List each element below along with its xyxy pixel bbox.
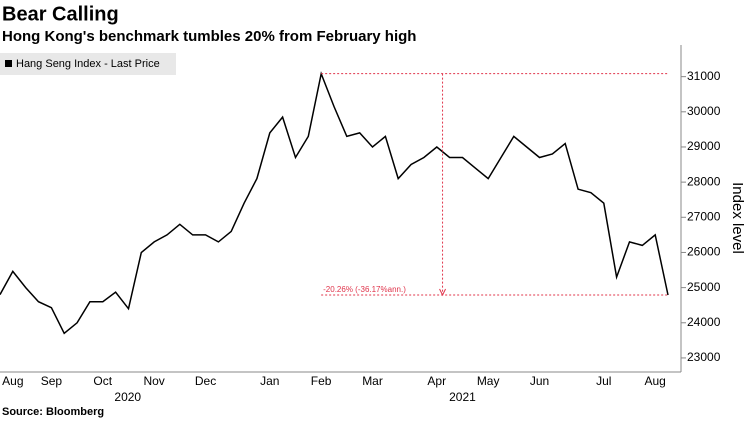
x-tick-label: May xyxy=(477,374,500,388)
x-tick-label: Aug xyxy=(644,374,665,388)
y-tick-label: 24000 xyxy=(687,315,721,329)
y-tick-label: 31000 xyxy=(687,69,721,83)
x-tick-label: Jun xyxy=(530,374,549,388)
x-tick-label: Mar xyxy=(362,374,383,388)
line-series xyxy=(0,71,669,335)
y-tick-label: 28000 xyxy=(687,174,721,188)
y-tick-label: 29000 xyxy=(687,139,721,153)
legend-label: Hang Seng Index - Last Price xyxy=(16,58,160,70)
x-tick-label: Jan xyxy=(260,374,279,388)
x-tick-label: Nov xyxy=(143,374,164,388)
legend-swatch xyxy=(5,60,12,67)
y-tick-label: 26000 xyxy=(687,245,721,259)
x-tick-label: Jul xyxy=(596,374,611,388)
legend-box xyxy=(0,53,176,75)
x-tick-label: Aug xyxy=(2,374,23,388)
y-tick-label: 27000 xyxy=(687,209,721,223)
y-tick-label: 23000 xyxy=(687,350,721,364)
source: Source: Bloomberg xyxy=(2,406,104,418)
year-label: 2021 xyxy=(449,390,476,404)
x-tick-label: Sep xyxy=(41,374,63,388)
x-tick-label: Apr xyxy=(427,374,446,388)
x-tick-label: Feb xyxy=(311,374,332,388)
y-tick-label: 30000 xyxy=(687,104,721,118)
x-tick-label: Dec xyxy=(195,374,216,388)
x-tick-label: Oct xyxy=(93,374,112,388)
y-tick-label: 25000 xyxy=(687,280,721,294)
y-axis-label: Index level xyxy=(729,182,746,254)
drop-arrow xyxy=(439,288,446,297)
annotation: -20.26% (-36.17%ann.) xyxy=(323,285,406,294)
year-label: 2020 xyxy=(114,390,141,404)
chart-subtitle: Hong Kong's benchmark tumbles 20% from F… xyxy=(2,28,416,45)
chart-title: Bear Calling xyxy=(2,3,119,25)
